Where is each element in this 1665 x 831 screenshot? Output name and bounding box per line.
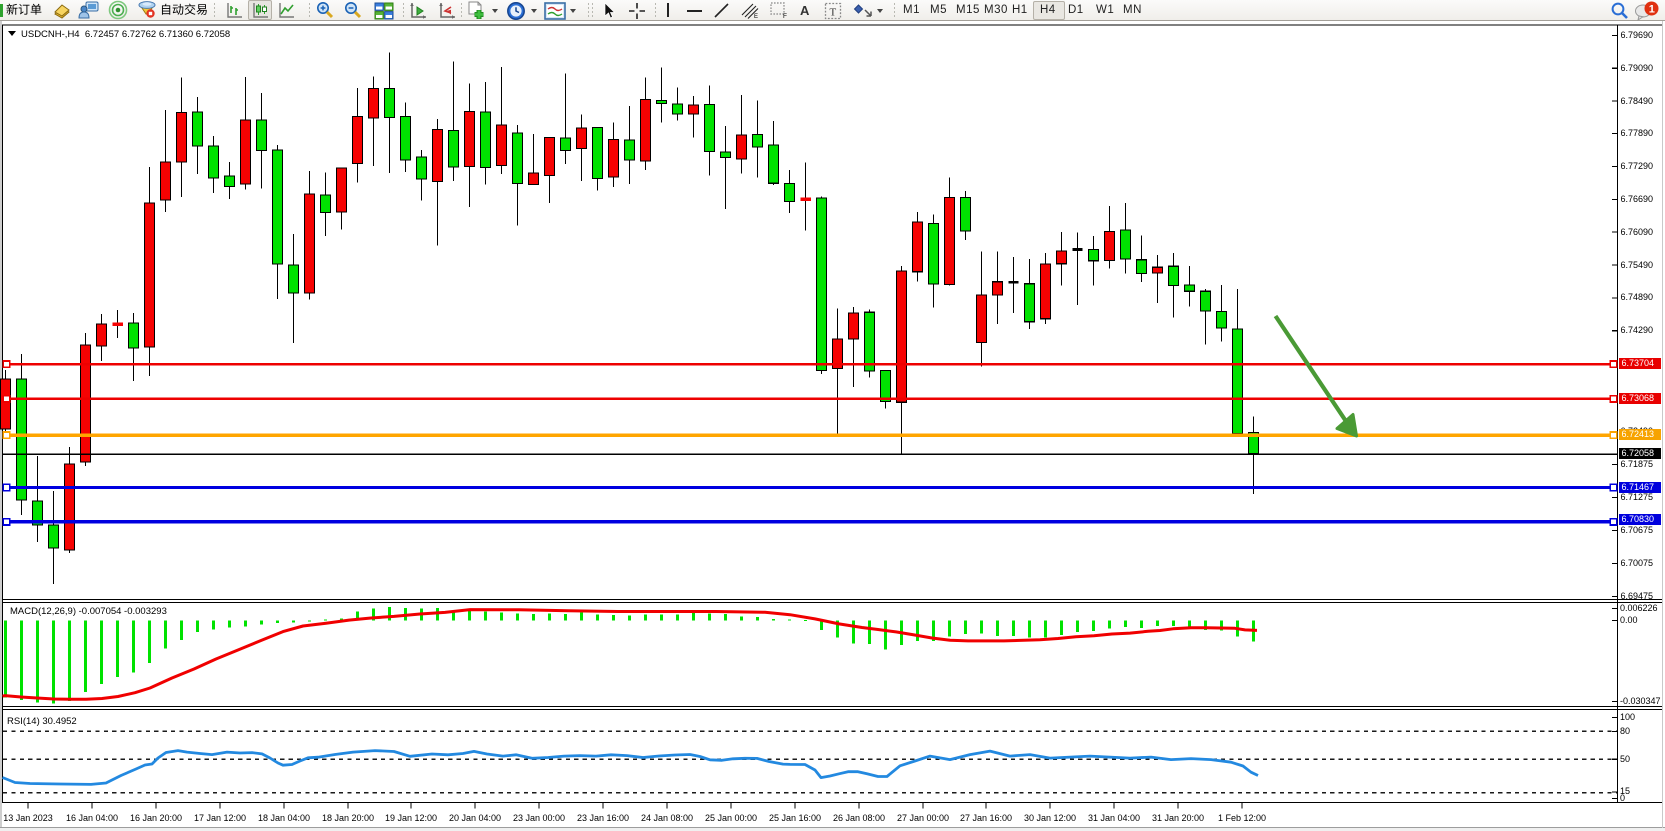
svg-text:F: F <box>783 13 787 19</box>
svg-text:1: 1 <box>1649 3 1655 15</box>
svg-text:T: T <box>830 6 837 18</box>
svg-text:E: E <box>754 14 758 19</box>
